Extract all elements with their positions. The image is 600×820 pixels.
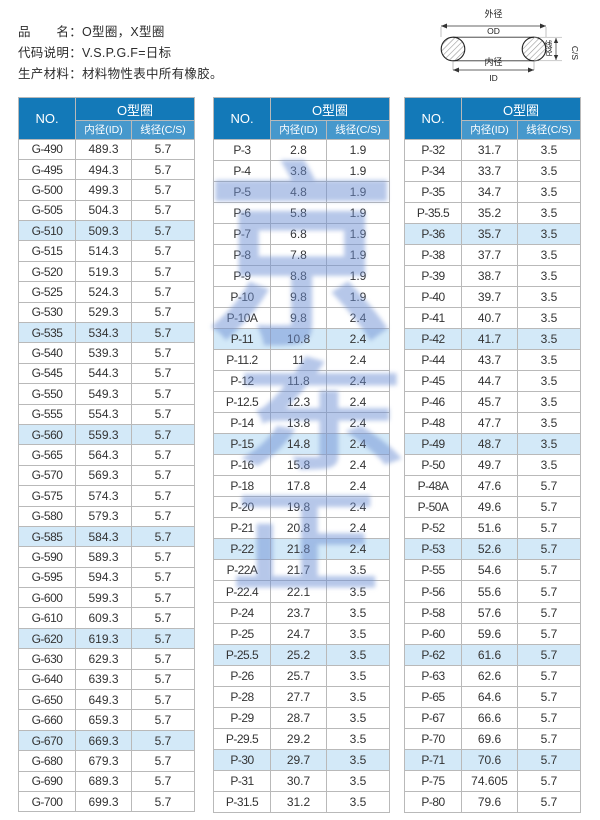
svg-text:内径: 内径 [484, 56, 502, 67]
svg-text:外径: 外径 [484, 8, 502, 19]
svg-text:OD: OD [487, 26, 500, 36]
svg-text:径: 径 [545, 47, 553, 57]
svg-text:C/S: C/S [570, 46, 580, 61]
svg-text:ID: ID [489, 73, 498, 83]
